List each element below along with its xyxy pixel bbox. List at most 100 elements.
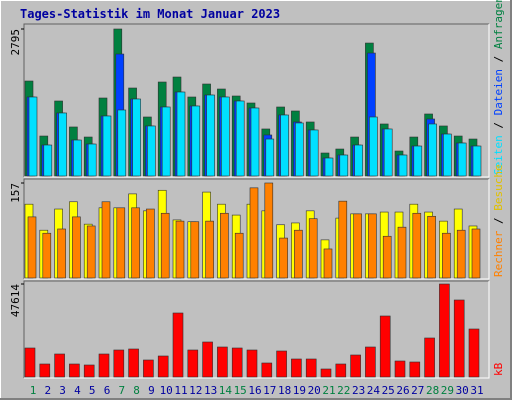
- x-tick-label: 17: [263, 384, 276, 397]
- x-tick-label: 3: [59, 384, 66, 397]
- bar: [87, 143, 97, 177]
- bar: [394, 360, 406, 378]
- bar: [98, 353, 110, 378]
- x-tick-label: 11: [174, 384, 187, 397]
- bar: [320, 368, 332, 378]
- bar: [205, 220, 214, 279]
- legend-entry: Anfragen: [492, 0, 505, 49]
- bar: [250, 107, 260, 177]
- bar: [264, 182, 274, 279]
- bar: [117, 109, 127, 177]
- bar: [382, 235, 392, 279]
- bar: [157, 355, 169, 378]
- x-tick-label: 13: [204, 384, 217, 397]
- panel-edge-light: [24, 281, 490, 379]
- x-tick-label: 16: [248, 384, 261, 397]
- bar: [116, 207, 126, 279]
- bar: [309, 129, 319, 177]
- panel-edge-dark: [23, 23, 489, 177]
- x-tick-label: 12: [189, 384, 202, 397]
- bar: [28, 96, 38, 177]
- bar: [187, 349, 199, 378]
- bar: [113, 349, 125, 378]
- bar: [42, 232, 52, 279]
- bar: [86, 225, 96, 279]
- x-tick-label: 22: [337, 384, 350, 397]
- x-tick-label: 4: [74, 384, 81, 397]
- bar: [190, 221, 200, 279]
- x-tick-label: 27: [411, 384, 424, 397]
- bar: [353, 213, 362, 279]
- x-tick-label: 10: [160, 384, 173, 397]
- legend-separator: /: [492, 49, 505, 69]
- legend-entry: Besuche: [492, 164, 505, 210]
- bar: [39, 363, 51, 378]
- x-tick-label: 9: [148, 384, 155, 397]
- bar: [398, 154, 408, 177]
- bar: [83, 364, 95, 378]
- y-tick-label: 47614: [9, 284, 22, 317]
- bar: [457, 142, 467, 177]
- y-tick-label: 157: [9, 183, 22, 203]
- bar: [412, 212, 422, 279]
- bar: [132, 98, 141, 177]
- bar: [323, 248, 333, 279]
- bar: [72, 216, 81, 279]
- bar: [295, 122, 304, 177]
- bar: [202, 341, 213, 378]
- bar: [294, 229, 303, 279]
- bar: [57, 228, 66, 279]
- panel-edge-dark: [23, 280, 489, 378]
- bar: [365, 346, 376, 378]
- x-tick-label: 29: [441, 384, 454, 397]
- bar: [175, 220, 185, 279]
- legend-entry: Dateien: [492, 69, 505, 115]
- legend: kB: [492, 362, 505, 376]
- bar: [147, 125, 156, 177]
- y-tick-label: 2795: [9, 29, 22, 56]
- bar: [291, 358, 302, 378]
- x-tick-label: 18: [278, 384, 291, 397]
- bar: [335, 363, 347, 378]
- x-tick-label: 8: [133, 384, 140, 397]
- bar: [161, 106, 171, 177]
- legend-separator: /: [492, 211, 505, 231]
- legend: Rechner / Besuche: [492, 164, 505, 277]
- legend: Seiten / Dateien / Anfragen: [492, 0, 505, 175]
- bar: [54, 353, 65, 378]
- bar: [439, 283, 450, 378]
- bar: [280, 114, 289, 177]
- legend-separator: /: [492, 115, 505, 135]
- panel-edge-light: [24, 179, 490, 280]
- bar: [73, 139, 82, 177]
- bar: [43, 144, 53, 177]
- bar: [308, 218, 318, 279]
- bar: [131, 207, 140, 279]
- bar: [379, 315, 391, 378]
- x-tick-label: 21: [322, 384, 335, 397]
- bar: [101, 201, 111, 279]
- bar: [128, 348, 139, 378]
- bar: [246, 349, 258, 378]
- bar: [413, 145, 423, 177]
- bar: [234, 232, 244, 279]
- x-tick-label: 1: [30, 384, 37, 397]
- bar: [191, 105, 201, 177]
- bar: [442, 232, 451, 279]
- bar: [383, 128, 393, 177]
- x-tick-label: 7: [118, 384, 125, 397]
- x-tick-label: 19: [293, 384, 306, 397]
- bar: [27, 216, 37, 279]
- bar: [276, 350, 287, 378]
- panel-edge-dark: [23, 178, 489, 279]
- bar: [143, 359, 154, 378]
- bar: [368, 213, 377, 279]
- bar: [261, 362, 273, 378]
- x-tick-label: 2: [44, 384, 51, 397]
- bar: [69, 363, 80, 378]
- legend-entry: Seiten: [492, 135, 505, 175]
- x-tick-label: 5: [89, 384, 96, 397]
- bar: [354, 144, 363, 177]
- x-tick-label: 31: [470, 384, 483, 397]
